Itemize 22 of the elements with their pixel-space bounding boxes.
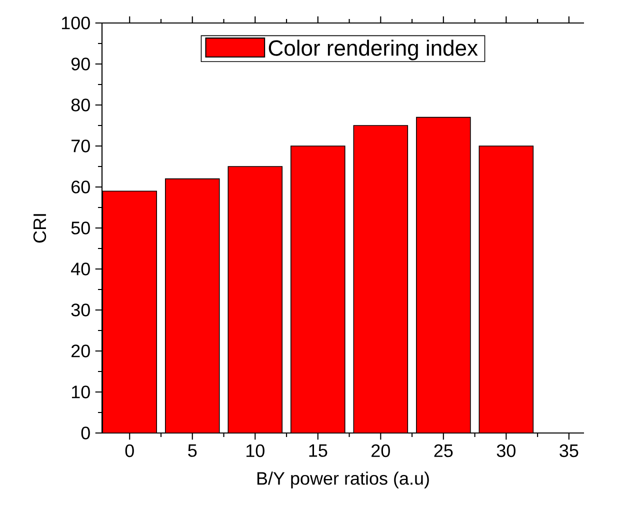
x-tick-label: 10 [246,444,264,458]
legend-label: Color rendering index [268,40,478,60]
x-tick-label: 5 [188,444,197,457]
y-tick-label: 100 [62,16,90,30]
x-tick-label: 35 [560,444,578,458]
x-tick-label: 0 [125,444,134,458]
x-tick-label: 15 [309,444,328,457]
y-tick-label: 70 [72,140,90,152]
y-tick-label: 0 [81,426,90,440]
x-tick-label: 30 [496,444,516,458]
y-tick-label: 40 [71,262,90,276]
x-axis-title: B/Y power ratios (a.u) [257,472,429,488]
y-axis-title: CRI [33,214,46,243]
y-tick-label: 20 [72,344,90,358]
y-tick-label: 10 [72,386,90,398]
y-tick-label: 90 [71,58,90,70]
y-tick-label: 60 [72,180,90,194]
y-tick-label: 50 [71,222,90,234]
x-tick-label: 20 [372,444,390,458]
y-tick-label: 80 [71,98,90,112]
x-tick-label: 25 [434,444,453,458]
y-tick-label: 30 [71,304,90,316]
